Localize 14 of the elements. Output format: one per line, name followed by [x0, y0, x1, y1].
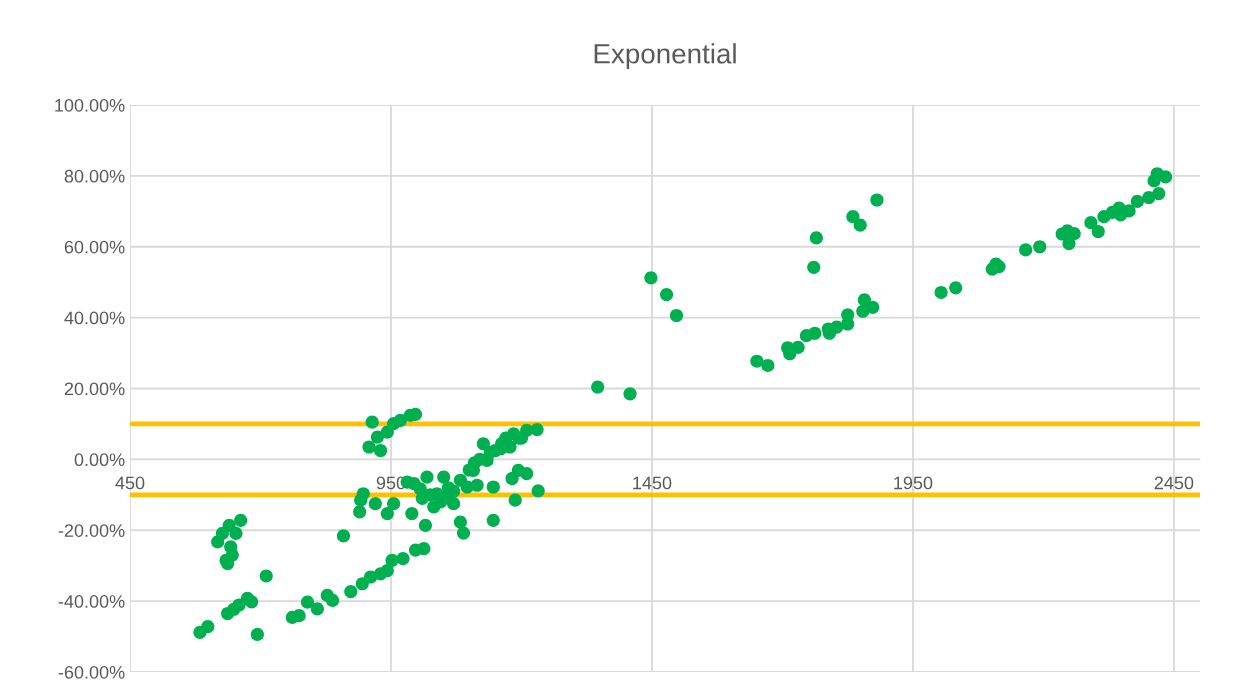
y-tick-label: 60.00%	[64, 240, 125, 254]
x-tick-label: 2450	[1154, 476, 1194, 490]
y-tick-label: 80.00%	[64, 169, 125, 183]
y-tick-label: 100.00%	[55, 98, 125, 112]
y-tick-label: -60.00%	[58, 665, 125, 679]
chart-title: Exponential	[594, 43, 736, 70]
y-tick-label: -40.00%	[58, 595, 125, 608]
y-tick-label: 40.00%	[64, 311, 125, 325]
y-tick-label: 20.00%	[64, 382, 125, 396]
x-tick-label: 450	[115, 476, 145, 490]
y-tick-label: 0.00%	[74, 453, 125, 467]
x-tick-label: 1950	[894, 476, 933, 490]
y-tick-label: -20.00%	[58, 524, 125, 537]
x-tick-label: 1450	[633, 476, 672, 490]
